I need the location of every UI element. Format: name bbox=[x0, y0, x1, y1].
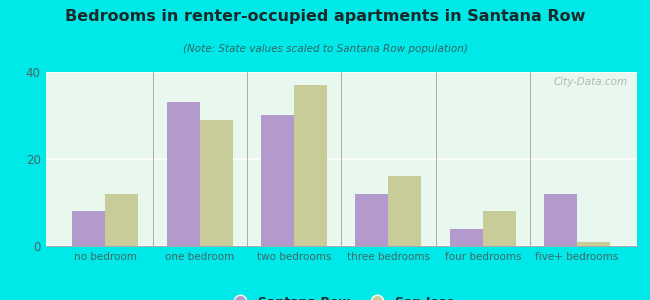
Bar bbox=[72, 211, 105, 246]
Text: City-Data.com: City-Data.com bbox=[554, 77, 628, 87]
Bar bbox=[261, 116, 294, 246]
Bar bbox=[166, 102, 200, 246]
Bar bbox=[544, 194, 577, 246]
Bar bbox=[356, 194, 389, 246]
Text: Bedrooms in renter-occupied apartments in Santana Row: Bedrooms in renter-occupied apartments i… bbox=[65, 9, 585, 24]
Text: (Note: State values scaled to Santana Row population): (Note: State values scaled to Santana Ro… bbox=[183, 44, 467, 53]
Bar bbox=[294, 85, 327, 246]
Bar bbox=[200, 120, 233, 246]
Bar bbox=[450, 229, 483, 246]
Bar bbox=[389, 176, 421, 246]
Bar bbox=[105, 194, 138, 246]
Bar bbox=[577, 242, 610, 246]
Legend: Santana Row, San Jose: Santana Row, San Jose bbox=[223, 290, 460, 300]
Bar bbox=[483, 211, 516, 246]
